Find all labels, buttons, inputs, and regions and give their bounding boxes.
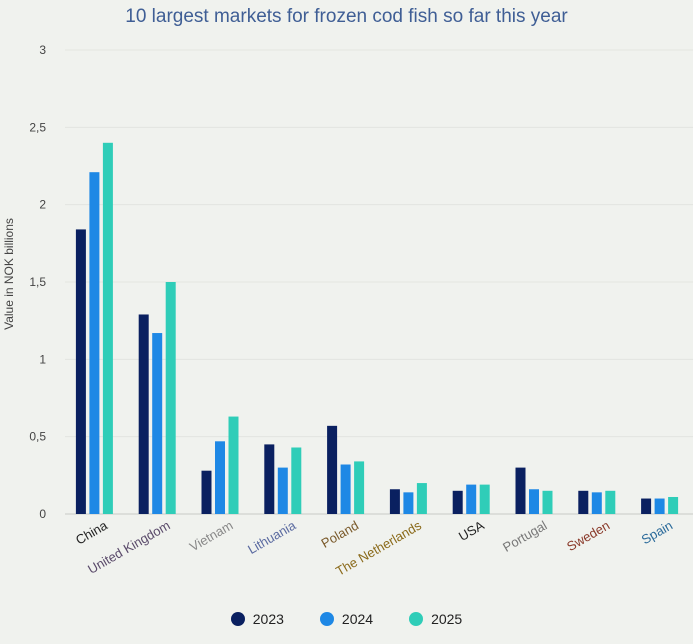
x-tick-label: Lithuania (245, 517, 299, 557)
bar-2023-vietnam[interactable] (201, 470, 212, 514)
bar-2024-portugal[interactable] (529, 489, 539, 514)
bar-2023-usa[interactable] (452, 490, 463, 514)
x-tick-label: USA (456, 517, 487, 544)
bar-2024-usa[interactable] (466, 484, 477, 514)
bar-2023-poland[interactable] (327, 425, 338, 514)
legend-item-2025[interactable]: 2025 (409, 611, 462, 627)
bar-2023-united-kingdom[interactable] (138, 314, 149, 514)
x-tick-label: Portugal (500, 518, 550, 555)
y-tick-label: 2,5 (29, 120, 46, 134)
y-axis-label: Value in NOK billions (2, 218, 16, 330)
legend-item-2023[interactable]: 2023 (230, 611, 284, 627)
bar-2024-poland[interactable] (340, 464, 351, 514)
bar-2025-the-netherlands[interactable] (416, 483, 427, 514)
bar-2023-portugal[interactable] (515, 467, 526, 514)
legend-swatch (230, 612, 245, 626)
bar-2024-united-kingdom[interactable] (152, 333, 163, 514)
legend-label: 2023 (252, 611, 284, 627)
bar-2024-lithuania[interactable] (277, 467, 288, 514)
x-tick-label: Vietnam (187, 518, 236, 555)
bar-2024-china[interactable] (89, 172, 100, 515)
y-tick-label: 1,5 (29, 275, 46, 289)
bar-2023-sweden[interactable] (578, 490, 589, 514)
bar-2025-sweden[interactable] (605, 490, 616, 514)
x-tick-label: Spain (639, 518, 675, 548)
bar-2025-vietnam[interactable] (228, 416, 239, 514)
bar-2025-lithuania[interactable] (291, 447, 302, 514)
bar-2025-spain[interactable] (668, 496, 679, 514)
y-tick-label: 2 (39, 198, 46, 212)
legend: 2023 2024 2025 (0, 611, 693, 627)
legend-item-2024[interactable]: 2024 (319, 611, 374, 627)
x-tick-label: Sweden (564, 518, 612, 554)
bar-2024-vietnam[interactable] (215, 441, 225, 514)
legend-label: 2024 (341, 611, 374, 627)
bar-2023-china[interactable] (75, 229, 86, 514)
bar-2024-spain[interactable] (654, 498, 665, 514)
legend-swatch (319, 612, 334, 626)
bar-2025-china[interactable] (102, 142, 113, 515)
legend-swatch (409, 612, 424, 626)
bar-2025-united-kingdom[interactable] (165, 282, 176, 514)
bar-2024-the-netherlands[interactable] (403, 492, 414, 514)
bar-2023-the-netherlands[interactable] (389, 489, 400, 514)
y-tick-label: 0,5 (29, 430, 46, 444)
chart-title: 10 largest markets for frozen cod fish s… (125, 6, 568, 27)
legend-label: 2025 (431, 611, 463, 627)
bar-2023-lithuania[interactable] (264, 444, 275, 514)
bar-2024-sweden[interactable] (591, 492, 602, 514)
bar-2025-usa[interactable] (479, 484, 490, 514)
x-tick-label: Poland (319, 518, 362, 551)
bar-2023-spain[interactable] (641, 498, 652, 514)
bar-2025-poland[interactable] (354, 461, 365, 514)
y-tick-label: 0 (39, 507, 46, 521)
x-tick-label: China (73, 517, 111, 547)
y-tick-label: 3 (39, 43, 46, 57)
bar-2025-portugal[interactable] (542, 490, 553, 514)
y-tick-label: 1 (39, 352, 46, 366)
